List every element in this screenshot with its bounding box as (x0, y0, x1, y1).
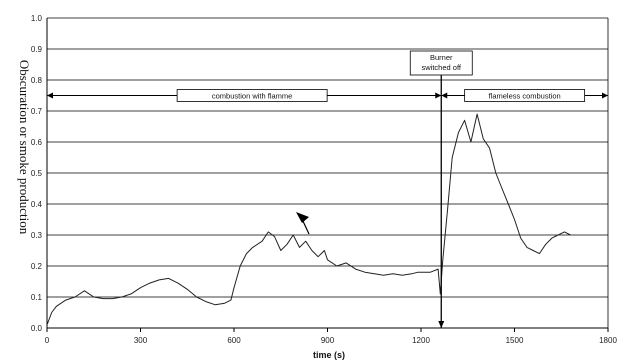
x-tick-label: 1200 (412, 336, 430, 345)
pointer-arrow-icon (296, 212, 309, 223)
phase2-label: flameless combustion (489, 92, 561, 101)
y-tick-label: 0.6 (31, 138, 43, 147)
y-tick-label: 0.9 (31, 45, 43, 54)
burner-label: Burner switched off (422, 53, 462, 72)
burner-label-line: switched off (422, 63, 462, 72)
phase1-label: combustion with flamme (212, 92, 292, 101)
y-axis-title: Obscuration or smoke production (17, 60, 32, 235)
x-tick-label: 1500 (506, 336, 524, 345)
series-group (46, 113, 571, 326)
series-line (46, 113, 571, 326)
y-tick-label: 0.8 (31, 76, 43, 85)
phase2-label-box (464, 89, 586, 102)
x-axis-title: time (s) (313, 350, 345, 360)
x-tick-label: 300 (134, 336, 148, 345)
burner-label-box (409, 50, 473, 76)
arrowhead-left-icon (441, 92, 448, 99)
y-tick-label: 0.4 (31, 200, 43, 209)
phase1-label-box (176, 89, 328, 102)
y-tick-label: 1.0 (31, 14, 43, 23)
pointer-arrow-shaft (301, 218, 310, 235)
arrowhead-down-icon (438, 321, 445, 328)
y-tick-label: 0.0 (31, 324, 43, 333)
grid-lines (47, 17, 609, 328)
y-tick-labels: 0.0 0.1 0.2 0.3 0.4 0.5 0.6 0.7 0.8 0.9 1.0 (31, 14, 43, 333)
y-tick-label: 0.3 (31, 231, 43, 240)
x-tick-labels: 0 300 600 900 1200 1500 1800 (45, 328, 617, 345)
annotations: combustion with flamme flameless combust… (47, 50, 608, 328)
y-tick-label: 0.2 (31, 262, 43, 271)
arrowhead-right-icon (435, 92, 442, 99)
arrowheads (47, 92, 608, 328)
x-tick-label: 900 (321, 336, 335, 345)
x-tick-label: 1800 (599, 336, 617, 345)
y-tick-label: 0.7 (31, 107, 43, 116)
x-tick-label: 0 (45, 336, 50, 345)
arrowhead-right-icon (602, 92, 608, 99)
y-tick-label: 0.1 (31, 293, 43, 302)
burner-label-line: Burner (430, 53, 453, 62)
arrowhead-left-icon (47, 92, 53, 99)
x-tick-label: 600 (227, 336, 241, 345)
y-tick-label: 0.5 (31, 169, 43, 178)
